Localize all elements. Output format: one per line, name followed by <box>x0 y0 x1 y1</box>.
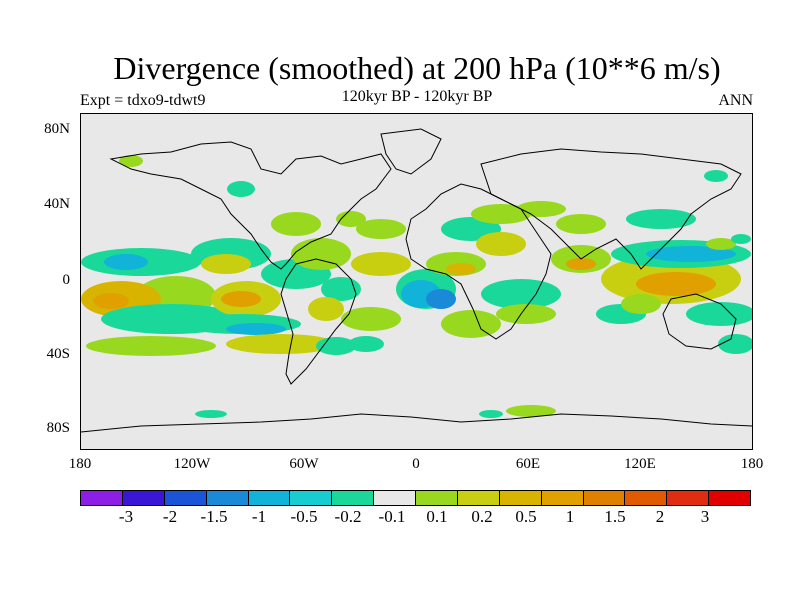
field-blob <box>93 293 129 309</box>
field-blob <box>351 252 411 276</box>
colorbar-swatch <box>499 491 542 505</box>
lon-tick-label: 180 <box>740 456 764 472</box>
field-blob <box>426 289 456 309</box>
field-blob <box>195 410 227 418</box>
field-blob <box>226 334 336 354</box>
colorbar-swatch <box>625 491 668 505</box>
field-blob <box>119 155 143 167</box>
field-blob <box>308 297 344 321</box>
field-blob <box>104 254 148 270</box>
coastline-europe-africa <box>405 183 552 340</box>
field-blob <box>316 337 356 355</box>
field-blob <box>646 246 736 262</box>
field-blob <box>336 211 366 227</box>
coastline-australia <box>662 293 737 350</box>
coastline-greenland <box>380 128 442 175</box>
lon-tick-label: 60E <box>515 456 541 472</box>
lat-tick-label: 40N <box>44 196 70 212</box>
colorbar-label: -0.5 <box>290 507 318 526</box>
field-blob <box>481 279 561 309</box>
colorbar-label: 0.5 <box>515 507 537 526</box>
field-blob <box>226 323 286 335</box>
field-blob <box>704 170 728 182</box>
colorbar-label: 1 <box>565 507 575 526</box>
colorbar-label: -1.5 <box>200 507 228 526</box>
field-blob <box>516 201 566 217</box>
colorbar-label: 0.1 <box>426 507 448 526</box>
field-blob <box>626 209 696 229</box>
field-blob <box>271 212 321 236</box>
lat-tick-label: 40S <box>46 346 70 362</box>
field-blob <box>566 258 596 270</box>
divergence-field <box>81 155 752 418</box>
lon-tick-label: 120E <box>624 456 656 472</box>
field-blob <box>291 238 351 270</box>
lat-tick-label: 80S <box>46 420 70 436</box>
colorbar-swatch <box>457 491 500 505</box>
field-blob <box>706 238 736 250</box>
colorbar-label: -0.1 <box>378 507 406 526</box>
coastline-antarctica <box>81 413 752 433</box>
colorbar-label: -2 <box>162 507 178 526</box>
field-blob <box>441 310 501 338</box>
plot-subtitle-center: 120kyr BP - 120kyr BP <box>341 88 493 105</box>
plot-subtitle-right: ANN <box>718 92 753 109</box>
colorbar-swatch <box>248 491 291 505</box>
colorbar-swatch <box>667 491 710 505</box>
lat-tick-label: 80N <box>44 121 70 137</box>
coastlines <box>81 128 752 433</box>
colorbar-swatch <box>164 491 207 505</box>
map-svg <box>81 128 752 433</box>
coastline-south-america <box>280 258 357 385</box>
lat-tick-label: 0 <box>62 272 71 288</box>
field-blob <box>341 307 401 331</box>
field-blob <box>718 334 752 354</box>
coastline-asia <box>480 148 742 270</box>
lon-tick-label: 180 <box>68 456 92 472</box>
lon-tick-label: 120W <box>173 456 211 472</box>
field-blob <box>731 234 751 244</box>
colorbar-swatch <box>206 491 249 505</box>
field-blob <box>556 214 606 234</box>
coastline-north-america <box>109 141 392 270</box>
colorbar-label: 0.2 <box>471 507 493 526</box>
colorbar-swatch <box>81 491 123 505</box>
field-blob <box>636 272 716 296</box>
field-blob <box>221 291 261 307</box>
colorbar-label: -3 <box>118 507 134 526</box>
colorbar <box>80 490 751 506</box>
colorbar-label: 1.5 <box>604 507 626 526</box>
colorbar-swatch <box>416 491 458 505</box>
field-blob <box>686 302 752 326</box>
colorbar-label: -1 <box>251 507 267 526</box>
map-panel <box>80 113 753 450</box>
field-blob <box>496 304 556 324</box>
colorbar-label: 2 <box>655 507 665 526</box>
colorbar-label: 3 <box>700 507 710 526</box>
colorbar-swatch <box>122 491 165 505</box>
field-blob <box>86 336 216 356</box>
field-blob <box>321 277 361 301</box>
field-blob <box>227 181 255 197</box>
lon-tick-label: 60W <box>289 456 319 472</box>
field-blob <box>446 263 476 275</box>
field-blob <box>506 405 556 417</box>
field-blob <box>201 254 251 274</box>
lon-tick-label: 0 <box>412 456 420 472</box>
colorbar-swatch <box>709 491 750 505</box>
colorbar-label: -0.2 <box>334 507 362 526</box>
field-blob <box>479 410 503 418</box>
plot-subtitle-left: Expt = tdxo9-tdwt9 <box>80 92 206 109</box>
colorbar-swatch <box>332 491 375 505</box>
field-blob <box>621 294 661 314</box>
plot-title: Divergence (smoothed) at 200 hPa (10**6 … <box>113 50 721 86</box>
field-blob <box>348 336 384 352</box>
colorbar-swatch <box>290 491 333 505</box>
colorbar-swatch <box>541 491 584 505</box>
field-blob <box>476 232 526 256</box>
colorbar-swatch <box>374 491 416 505</box>
field-blob <box>356 219 406 239</box>
colorbar-swatch <box>583 491 626 505</box>
